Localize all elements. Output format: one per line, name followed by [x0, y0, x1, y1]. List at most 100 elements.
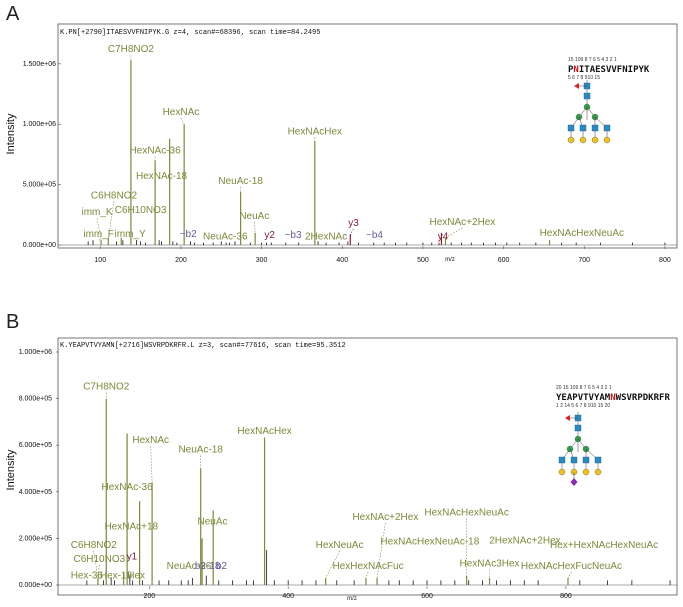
- fragment-label: 2HexNAc: [305, 231, 347, 242]
- fragment-label: Hex+HexNAcHexNeuAc: [550, 540, 658, 551]
- label-leader: [150, 446, 153, 483]
- fucose-triangle-icon: [574, 83, 579, 89]
- glcnac-square-icon: [579, 124, 587, 132]
- fragment-label: NeuAc-36: [203, 231, 248, 242]
- glcnac-square-icon: [558, 456, 566, 464]
- fragment-label: HexNAc3Hex: [460, 559, 520, 570]
- fragment-label: HexNAcHexNeuAc: [424, 507, 508, 518]
- sequence-position-numbers-bottom: 1 2 14 5 6 7 8 910 15 20: [556, 403, 610, 409]
- sequence-position-numbers-bottom: 5 6 7 8 910 15: [568, 75, 600, 81]
- x-tick-label: 200: [143, 593, 155, 600]
- glycan-structure-b: [558, 412, 602, 486]
- label-leader: [445, 227, 463, 239]
- fragment-label: Hex: [127, 570, 145, 581]
- galactose-circle-icon: [558, 468, 566, 476]
- peaks-b: [86, 398, 671, 585]
- fragment-label: HexNAc+2Hex: [352, 512, 418, 523]
- x-tick-label: 400: [336, 257, 348, 264]
- panel-a: A K.PN[+2790]ITAESVVFNIPYK.G z=4, scan#=…: [5, 3, 678, 264]
- fragment-label: HexNAc-18: [136, 171, 188, 182]
- peptide-sequence-b: 20 15 109 8 7 6 5 4 3 2 1 YEAPVTVYAMNWSVR…: [556, 385, 670, 409]
- glcnac-square-icon: [582, 456, 590, 464]
- fragment-label: imm_Y: [115, 229, 146, 240]
- label-leaders-a: [96, 55, 463, 241]
- y-axis-label-b: Intensity: [5, 449, 17, 490]
- x-tick-label: 800: [659, 257, 671, 264]
- plot-frame-a: [57, 23, 678, 249]
- fragment-label: b2-18: [195, 561, 221, 572]
- fragment-labels-b: C7H8NO2HexNAcHexNAcHexNeuAc-18HexNAc-36H…: [71, 382, 658, 582]
- galactose-circle-icon: [603, 136, 611, 144]
- y-tick-label: 4.000e+05: [19, 489, 52, 496]
- y-tick-label: 1.000e+06: [19, 349, 52, 356]
- label-leader: [350, 228, 354, 235]
- y-tick-label: 5.000e+05: [23, 182, 56, 189]
- galactose-circle-icon: [582, 468, 590, 476]
- x-tick-label: 200: [175, 257, 187, 264]
- fragment-label: HexHexNAcFuc: [332, 561, 403, 572]
- peptide-sequence: PNITAESVVFNIPYK: [568, 65, 650, 75]
- axis-ticks-b: 200 400 600 800 0.000e+00 2.000e+05 4.000e+05 6…: [19, 349, 677, 600]
- y-tick-label: 6.000e+05: [19, 442, 52, 449]
- fragment-label: imm_F: [83, 229, 114, 240]
- sequence-position-numbers-top: 20 15 109 8 7 6 5 4 3 2 1: [556, 385, 612, 391]
- y-axis-label-a: Intensity: [5, 113, 17, 154]
- fragment-labels-a: C7H8NO2 HexNAc HexNAc-36 HexNAcHex NeuAc-18 C…: [81, 44, 624, 242]
- plot-frame-b: [57, 337, 678, 596]
- galactose-circle-icon: [591, 136, 599, 144]
- label-leaders-b: [93, 392, 572, 579]
- fragment-label: y3: [348, 218, 359, 229]
- y-tick-label: 0.000e+00: [19, 582, 52, 589]
- label-leader: [96, 218, 102, 241]
- galactose-circle-icon: [579, 136, 587, 144]
- glcnac-square-icon: [567, 124, 575, 132]
- spectrum-header-a: K.PN[+2790]ITAESVVFNIPYK.G z=4, scan#=68…: [60, 29, 320, 37]
- fragment-label: HexNeuAc: [316, 540, 364, 551]
- sequence-position-numbers-top: 15 109 8 7 6 5 4 3 2 1: [568, 57, 617, 63]
- fragment-label: C6H8NO2: [71, 540, 118, 551]
- glycan-structure-a: [567, 80, 611, 144]
- y-tick-label: 0.000e+00: [23, 242, 56, 249]
- y-tick-label: 8.000e+05: [19, 396, 52, 403]
- axis-ticks-a: 100 200 300 400 500 600 700 800 0.000e+00 5.000e+…: [23, 61, 677, 264]
- fragment-label: HexNAcHexFucNeuAc: [521, 561, 622, 572]
- label-leader: [108, 201, 115, 238]
- spectrum-header-b: K.YEAPVTVYAMN[+2716]WSVRPDKRFR.L z=3, sc…: [60, 342, 346, 350]
- fragment-label: Hex-18: [100, 570, 133, 581]
- x-axis-unit-a: m/z: [445, 257, 455, 263]
- label-leader: [180, 117, 185, 125]
- fragment-label: HexNAcHex: [288, 126, 342, 137]
- label-leader: [254, 221, 256, 233]
- galactose-circle-icon: [594, 468, 602, 476]
- x-tick-label: 600: [498, 257, 510, 264]
- fragment-label: y2: [264, 230, 275, 241]
- fragment-label: NeuAc-36: [167, 561, 212, 572]
- panel-label-b: B: [6, 311, 19, 333]
- fragment-label: HexNAcHexNeuAc: [540, 228, 624, 239]
- fragment-label: HexNAc: [163, 107, 200, 118]
- fragment-label: HexNAc+2Hex: [430, 217, 496, 228]
- fragment-label: b2: [216, 561, 228, 572]
- fragment-label: NeuAc: [239, 211, 269, 222]
- fragment-label: HexNAc+18: [104, 521, 158, 532]
- fragment-label: C7H8NO2: [83, 382, 130, 393]
- fragment-label: imm_K: [81, 207, 112, 218]
- glcnac-square-icon: [574, 424, 582, 432]
- peptide-sequence: YEAPVTVYAMNWSVRPDKRFR: [556, 393, 670, 403]
- y-tick-label: 1.000e+06: [23, 121, 56, 128]
- panel-b: B K.YEAPVTVYAMN[+2716]WSVRPDKRFR.L z=3, …: [5, 311, 678, 602]
- fragment-label: NeuAc-18: [218, 176, 263, 187]
- fragment-label: ~b3: [285, 230, 302, 241]
- fragment-label: Hex-36: [71, 570, 104, 581]
- fragment-label: y1: [127, 552, 138, 563]
- peaks-a: [87, 60, 666, 245]
- glcnac-square-icon: [583, 92, 591, 100]
- fragment-label: NeuAc-18: [178, 445, 223, 456]
- fragment-label: HexNAcHex: [237, 426, 291, 437]
- x-tick-label: 800: [560, 593, 572, 600]
- glcnac-square-icon: [591, 124, 599, 132]
- fragment-label: C7H8NO2: [108, 44, 155, 55]
- x-tick-label: 500: [417, 257, 429, 264]
- label-leader: [97, 564, 100, 579]
